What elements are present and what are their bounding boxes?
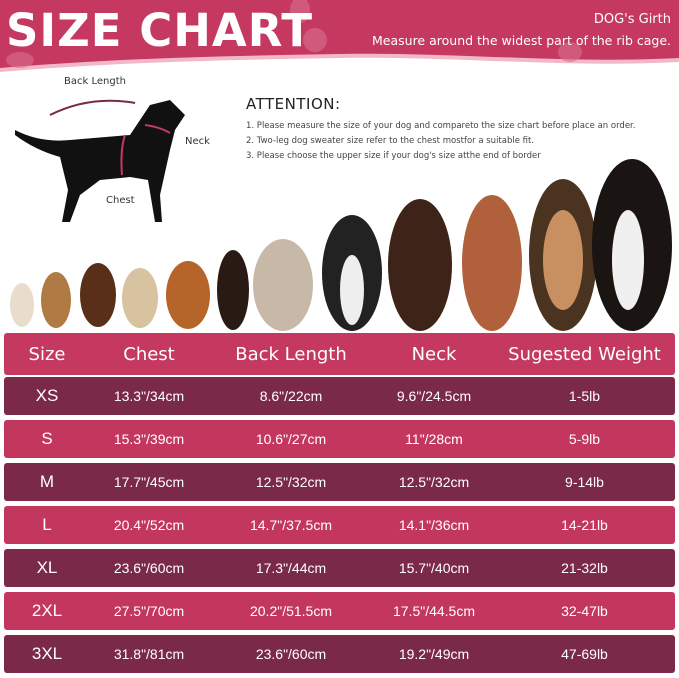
- table-cell: 23.6"/60cm: [255, 646, 327, 662]
- table-cell: XL: [36, 558, 58, 577]
- table-cell: 20.2"/51.5cm: [249, 603, 333, 619]
- table-cell: 19.2"/49cm: [398, 646, 470, 662]
- header-cell: Sugested Weight: [508, 343, 661, 365]
- page-title: SIZE CHART: [6, 4, 314, 57]
- table-row: M 17.7"/45cm 12.5"/32cm 12.5"/32cm 9-14lb: [4, 463, 675, 501]
- table-cell: 17.5"/44.5cm: [392, 603, 476, 619]
- table-row: 3XL 31.8"/81cm 23.6"/60cm 19.2"/49cm 47-69lb: [4, 635, 675, 673]
- table-cell: S: [41, 429, 53, 448]
- header-cell: Size: [28, 343, 66, 365]
- table-cell: 11"/28cm: [405, 431, 463, 447]
- attention-section: ATTENTION: 1. Please measure the size of…: [246, 95, 635, 164]
- table-cell: 8.6"/22cm: [259, 388, 323, 404]
- header-banner: [0, 0, 679, 72]
- table-cell: 14.7"/37.5cm: [249, 517, 333, 533]
- table-cell: 14-21lb: [561, 517, 608, 533]
- size-table: Size Chest Back Length Neck Sugested Wei…: [4, 333, 675, 678]
- table-cell: 31.8"/81cm: [113, 646, 185, 662]
- table-cell: 20.4"/52cm: [113, 517, 185, 533]
- table-cell: 17.7"/45cm: [113, 474, 185, 490]
- dogs-photo: [10, 159, 672, 331]
- table-cell: 12.5"/32cm: [398, 474, 470, 490]
- attention-item: 2. Two-leg dog sweater size refer to the…: [246, 136, 535, 146]
- girth-info: DOG's Girth Measure around the widest pa…: [372, 12, 671, 48]
- table-cell: XS: [35, 386, 59, 405]
- header-cell: Chest: [123, 343, 175, 365]
- table-row: XL 23.6"/60cm 17.3"/44cm 15.7"/40cm 21-32lb: [4, 549, 675, 587]
- table-cell: 32-47lb: [561, 603, 608, 619]
- table-row: S 15.3"/39cm 10.6"/27cm 11"/28cm 5-9lb: [4, 420, 675, 458]
- table-row: L 20.4"/52cm 14.7"/37.5cm 14.1"/36cm 14-21lb: [4, 506, 675, 544]
- table-cell: 15.7"/40cm: [398, 560, 470, 576]
- table-cell: 27.5"/70cm: [113, 603, 185, 619]
- table-cell: M: [39, 472, 55, 491]
- attention-item: 1. Please measure the size of your dog a…: [246, 121, 636, 131]
- table-cell: 10.6"/27cm: [255, 431, 327, 447]
- table-cell: 21-32lb: [561, 560, 608, 576]
- girth-description: Measure around the widest part of the ri…: [372, 33, 671, 48]
- girth-title: DOG's Girth: [593, 12, 671, 27]
- table-cell: 5-9lb: [568, 431, 601, 447]
- table-row: 2XL 27.5"/70cm 20.2"/51.5cm 17.5"/44.5cm 32-…: [4, 592, 675, 630]
- dog-measure-diagram: [15, 99, 185, 222]
- table-cell: L: [42, 515, 52, 534]
- table-cell: 23.6"/60cm: [113, 560, 185, 576]
- neck-label: Neck: [185, 136, 210, 147]
- table-header-row: Size Chest Back Length Neck Sugested Wei…: [4, 333, 675, 375]
- table-cell: 14.1"/36cm: [398, 517, 470, 533]
- back-length-label: Back Length: [64, 76, 126, 87]
- table-cell: 12.5"/32cm: [255, 474, 327, 490]
- table-cell: 47-69lb: [561, 646, 608, 662]
- table-row: XS 13.3"/34cm 8.6"/22cm 9.6"/24.5cm 1-5lb: [4, 377, 675, 415]
- chest-label: Chest: [106, 195, 135, 206]
- header-cell: Neck: [411, 343, 457, 365]
- header-cell: Back Length: [235, 343, 347, 365]
- table-cell: 2XL: [31, 601, 63, 620]
- table-cell: 15.3"/39cm: [113, 431, 185, 447]
- table-cell: 17.3"/44cm: [255, 560, 327, 576]
- table-cell: 1-5lb: [568, 388, 601, 404]
- table-cell: 9.6"/24.5cm: [396, 388, 472, 404]
- table-cell: 3XL: [31, 644, 63, 663]
- table-cell: 13.3"/34cm: [113, 388, 185, 404]
- attention-item: 3. Please choose the upper size if your …: [246, 151, 541, 161]
- table-cell: 9-14lb: [565, 474, 604, 490]
- attention-title: ATTENTION:: [246, 95, 341, 113]
